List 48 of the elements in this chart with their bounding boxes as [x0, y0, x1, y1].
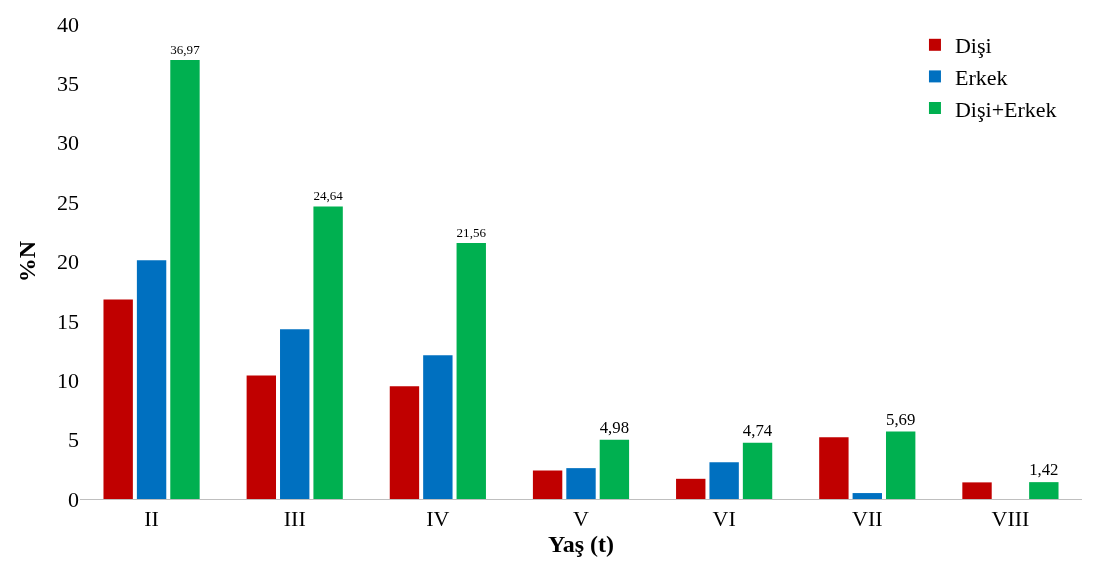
data-label: 36,97: [170, 42, 201, 58]
bar: [962, 482, 992, 499]
y-axis-title: %N: [14, 240, 41, 283]
bar: [709, 462, 739, 499]
legend-label: Dişi: [954, 33, 992, 59]
bar: [423, 355, 453, 499]
bar: [136, 260, 167, 499]
bar: [566, 468, 596, 499]
bar: [885, 431, 916, 499]
x-tick-label: V: [573, 506, 590, 532]
y-tick-label: 5: [68, 427, 79, 453]
data-label: 21,56: [456, 225, 487, 241]
x-axis-title: Yaş (t): [548, 531, 614, 558]
y-tick-label: 0: [68, 486, 79, 512]
bar: [103, 299, 133, 499]
bar: [313, 206, 343, 499]
data-label: 4,74: [742, 420, 773, 440]
data-label: 4,98: [599, 418, 630, 438]
bar: [246, 375, 277, 499]
bar: [819, 437, 849, 499]
y-tick-label: 20: [57, 249, 79, 275]
x-tick-label: II: [144, 506, 159, 532]
bar: [676, 478, 706, 499]
y-tick-label: 35: [57, 71, 79, 97]
bar: [456, 242, 486, 499]
bar: [532, 470, 563, 499]
data-label: 1,42: [1029, 460, 1059, 480]
bar: [1029, 482, 1059, 499]
bar: [389, 386, 420, 499]
x-tick-label: VI: [712, 506, 736, 532]
x-tick-label: VIII: [991, 506, 1030, 532]
y-tick-label: 10: [57, 367, 79, 393]
bar: [599, 439, 630, 499]
legend-label: Dişi+Erkek: [954, 96, 1057, 122]
data-label: 5,69: [886, 409, 916, 429]
bar: [170, 59, 200, 499]
x-tick-label: VII: [852, 506, 883, 532]
bar: [852, 493, 882, 499]
x-tick-label: III: [283, 506, 306, 532]
x-tick-label: IV: [426, 506, 450, 532]
y-tick-label: 25: [57, 189, 79, 215]
y-tick-label: 30: [57, 130, 79, 156]
bar: [280, 329, 310, 499]
y-tick-label: 15: [57, 308, 79, 334]
legend-label: Erkek: [954, 64, 1008, 90]
data-label: 24,64: [313, 188, 344, 204]
bar: [742, 442, 773, 499]
y-tick-label: 40: [57, 11, 79, 37]
